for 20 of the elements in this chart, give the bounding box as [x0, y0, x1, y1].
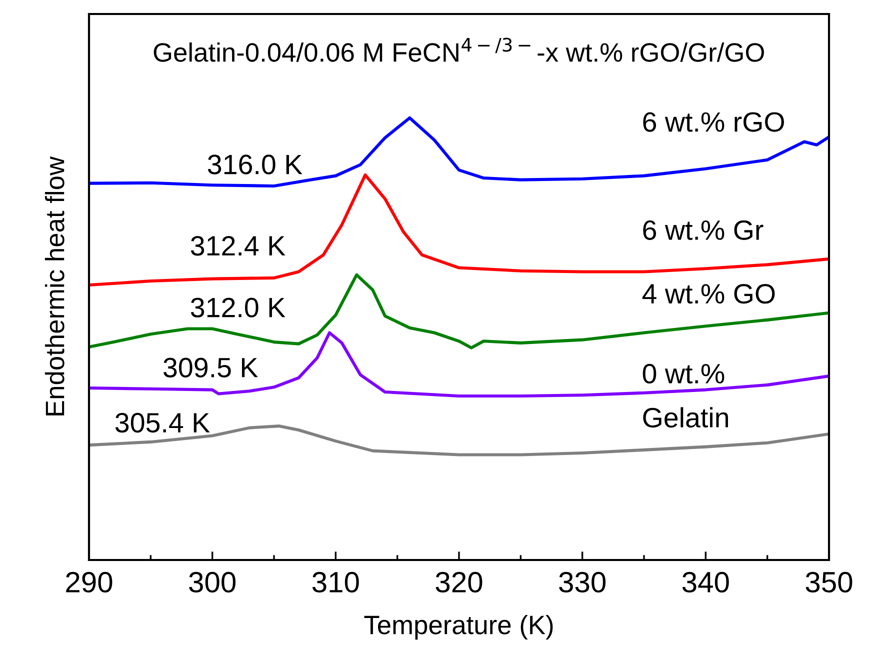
x-tick-label: 320	[436, 572, 482, 593]
y-axis-title: Endothermic heat flow	[44, 156, 64, 416]
annotation: 309.5 K	[164, 358, 258, 378]
series-label: 6 wt.% Gr	[643, 220, 764, 240]
x-tick-label: 300	[189, 572, 236, 593]
x-axis-title: Temperature (K)	[364, 614, 553, 640]
x-tick-label: 340	[682, 572, 729, 593]
chart-title: Gelatin-0.04/0.06 M FeCN$^{4−/3−}$-x wt.% rGO/Gr/GO	[154, 38, 764, 62]
x-tick-label: 330	[559, 572, 606, 593]
series-label: 4 wt.% GO	[642, 284, 775, 304]
annotation: 316.0 K	[208, 154, 302, 174]
series-label: Gelatin	[643, 407, 728, 428]
series-label: 6 wt.% rGO	[643, 112, 784, 132]
annotation: 305.4 K	[115, 412, 210, 433]
x-tick-label: 290	[66, 572, 112, 593]
x-tick-label: 350	[806, 572, 852, 593]
annotation: 312.4 K	[190, 236, 286, 256]
x-tick-label: 310	[312, 572, 359, 593]
annotation: 312.0 K	[190, 298, 286, 318]
series-label: 0 wt.%	[642, 364, 724, 384]
